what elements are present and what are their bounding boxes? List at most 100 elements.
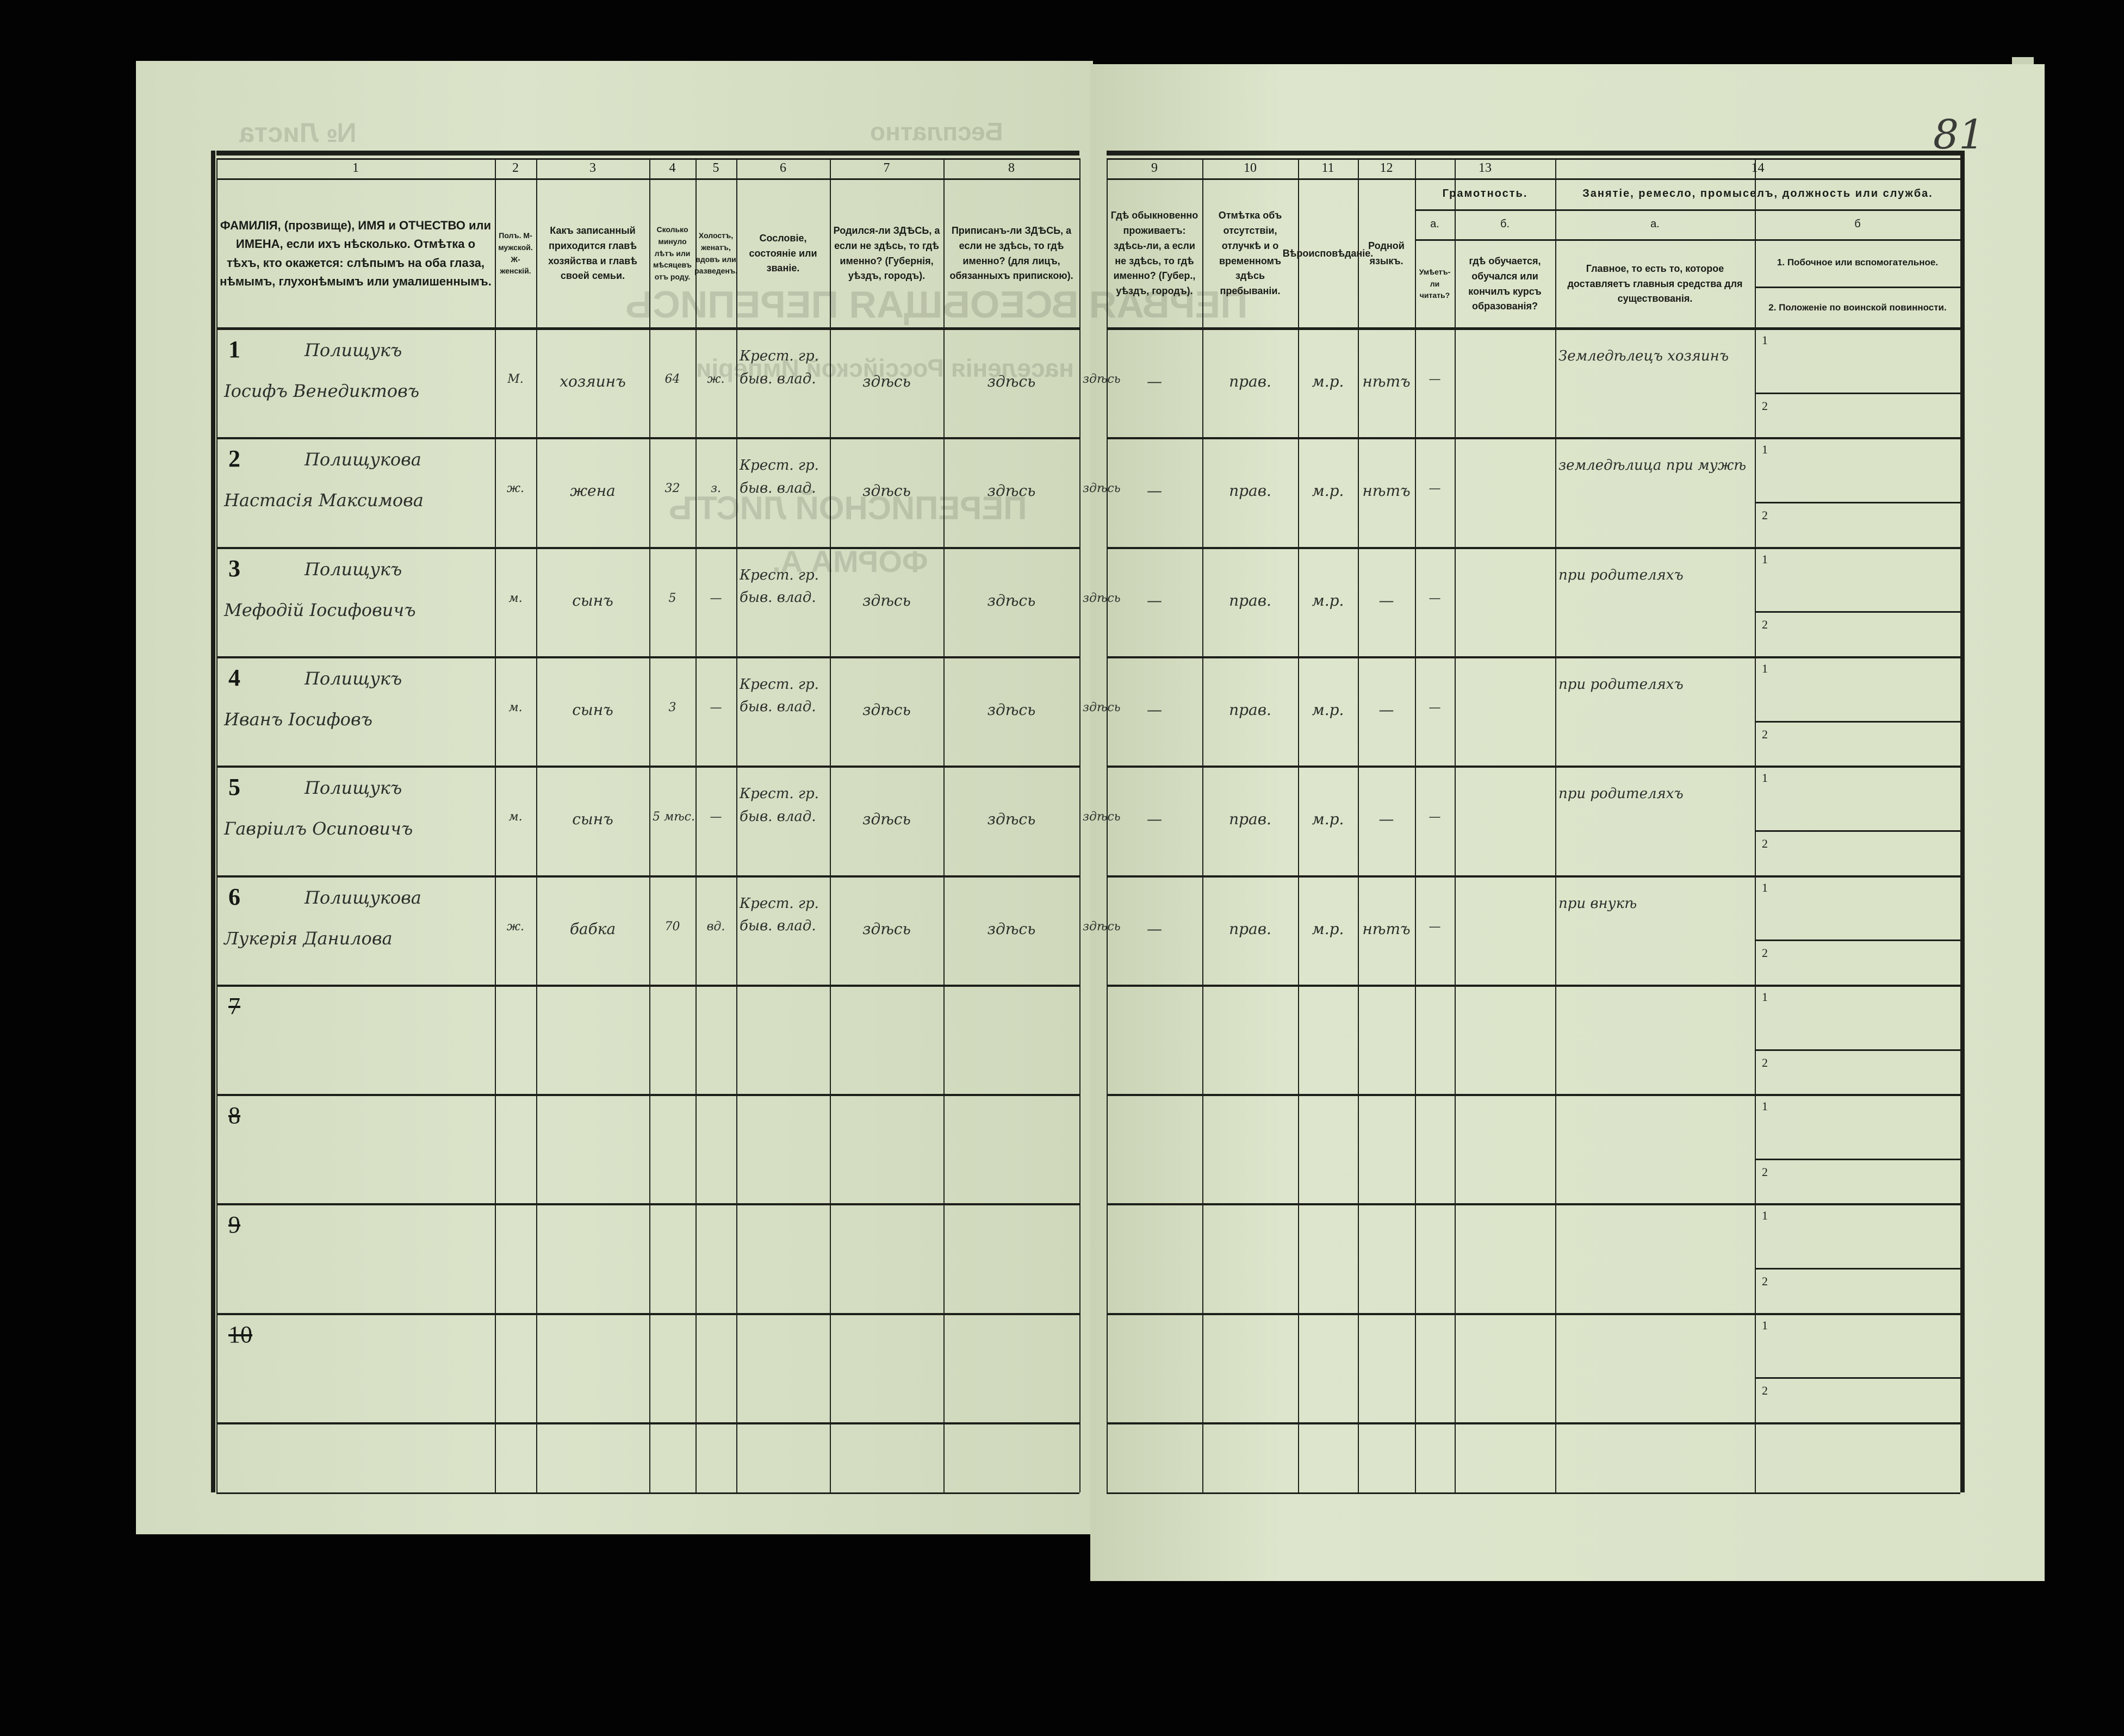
cell-age: 64 <box>664 372 680 386</box>
cell-born: здѣсь <box>862 700 911 719</box>
column-rule <box>216 158 218 1492</box>
subrow-rule <box>1755 1268 1960 1270</box>
rule <box>1555 239 1960 241</box>
cell-literate: — <box>1378 810 1394 829</box>
column-number-14: 14 <box>1751 161 1765 175</box>
cell-sex: ж. <box>506 482 524 496</box>
column-number-5: 5 <box>712 161 719 175</box>
cell-age: 3 <box>668 700 676 714</box>
row-rule <box>1107 766 1960 768</box>
cell-resides: здѣсь <box>1083 591 1121 605</box>
row-rule <box>216 875 1079 878</box>
row-rule <box>216 1203 1079 1206</box>
cell-born: здѣсь <box>862 810 911 829</box>
cell-sex: М. <box>507 372 524 386</box>
cell-absence: — <box>1147 919 1162 938</box>
rule <box>1555 209 1960 211</box>
subrow-label: 2 <box>1762 727 1768 741</box>
cell-language: м.р. <box>1312 482 1344 500</box>
cell-schooling: — <box>1429 919 1441 934</box>
rule <box>1415 209 1555 211</box>
column-header-4: Сколько минуло лѣтъ или мѣсяцевъ отъ род… <box>653 225 692 282</box>
rule <box>1107 158 1960 160</box>
column-header-9: Гдѣ обыкновенно проживаетъ: здѣсь-ли, а … <box>1110 209 1198 297</box>
subrow-rule <box>1755 939 1960 942</box>
row-number: 10 <box>228 1321 252 1348</box>
subrow-label: 2 <box>1762 399 1768 413</box>
cell-marital: з. <box>711 482 721 496</box>
right-page <box>1090 64 2045 1581</box>
cell-registered: здѣсь <box>987 482 1036 500</box>
column-header-8: Приписанъ-ли ЗДѢСЬ, а если не здѣсь, то … <box>949 225 1073 282</box>
cell-occupation: при родителяхъ <box>1558 567 1684 583</box>
cell-occupation: земледѣлица при мужѣ <box>1558 457 1747 474</box>
cell-schooling: — <box>1429 810 1441 824</box>
top-border <box>216 151 1079 155</box>
row-rule <box>216 1094 1079 1097</box>
cell-sex: м. <box>508 700 523 714</box>
table-bottom <box>216 1492 1079 1494</box>
cell-age: 5 мѣс. <box>653 810 695 824</box>
column-subletter-13a: а. <box>1430 218 1439 230</box>
cell-resides: здѣсь <box>1083 810 1121 824</box>
row-rule <box>216 437 1079 440</box>
given-name: Іосифъ Венедиктовъ <box>224 381 420 401</box>
cell-resides: здѣсь <box>1083 482 1121 496</box>
subrow-label: 1 <box>1762 661 1768 675</box>
subrow-label: 2 <box>1762 1274 1768 1289</box>
column-number-4: 4 <box>669 161 676 175</box>
cell-marital: вд. <box>706 919 725 934</box>
row-number: 1 <box>228 336 240 363</box>
column-number-10: 10 <box>1244 161 1257 175</box>
column-subletter-13b: б. <box>1500 218 1510 230</box>
column-number-11: 11 <box>1321 161 1334 175</box>
cell-schooling: — <box>1429 591 1441 605</box>
row-rule <box>216 984 1079 987</box>
column-number-3: 3 <box>589 161 596 175</box>
left-border <box>211 151 215 1492</box>
cell-language: м.р. <box>1312 810 1344 829</box>
cell-absence: — <box>1147 700 1162 719</box>
cell-religion: прав. <box>1229 919 1271 938</box>
cell-relation: сынъ <box>572 591 613 609</box>
subrow-label: 1 <box>1762 333 1768 347</box>
column-header-12: Родной языкъ. <box>1368 240 1405 266</box>
column-subletter-14b: б <box>1854 218 1861 230</box>
cell-estate: Крест. гр. быв. влад. <box>740 457 819 496</box>
column-number-12: 12 <box>1380 161 1393 175</box>
subrow-rule <box>1755 720 1960 723</box>
column-rule <box>736 158 737 1492</box>
surname: Полищукъ <box>305 777 402 799</box>
cell-literate: — <box>1378 700 1394 719</box>
cell-schooling: — <box>1429 482 1441 496</box>
column-header-3: Какъ записанный приходится главѣ хозяйст… <box>548 225 637 282</box>
row-rule <box>1107 1312 1960 1315</box>
cell-sex: м. <box>508 810 523 824</box>
subrow-label: 2 <box>1762 618 1768 632</box>
row-number: 4 <box>228 664 240 691</box>
cell-born: здѣсь <box>862 591 911 609</box>
row-rule <box>216 1312 1079 1315</box>
column-rule <box>695 158 697 1492</box>
given-name: Мефодій Іосифовичъ <box>224 599 416 620</box>
cell-literate: — <box>1378 591 1394 609</box>
row-rule <box>1107 437 1960 440</box>
cell-literate: нѣтъ <box>1362 919 1411 938</box>
cell-occupation: при родителяхъ <box>1558 676 1684 693</box>
column-rule <box>1298 158 1299 1492</box>
subrow-rule <box>1755 1158 1960 1160</box>
given-name: Настасія Максимова <box>224 490 424 511</box>
subrow-label: 2 <box>1762 836 1768 850</box>
cell-sex: ж. <box>506 919 524 934</box>
table-bottom <box>1107 1492 1960 1494</box>
surname: Полищукъ <box>305 340 402 360</box>
cell-religion: прав. <box>1229 372 1271 390</box>
ghost-free: Бесплатно <box>870 117 1003 146</box>
cell-born: здѣсь <box>862 482 911 500</box>
row-rule <box>1107 546 1960 549</box>
rule <box>216 158 1079 160</box>
cell-registered: здѣсь <box>987 372 1036 390</box>
row-rule <box>216 1422 1079 1424</box>
row-rule <box>1107 875 1960 878</box>
subrow-label: 2 <box>1762 946 1768 960</box>
